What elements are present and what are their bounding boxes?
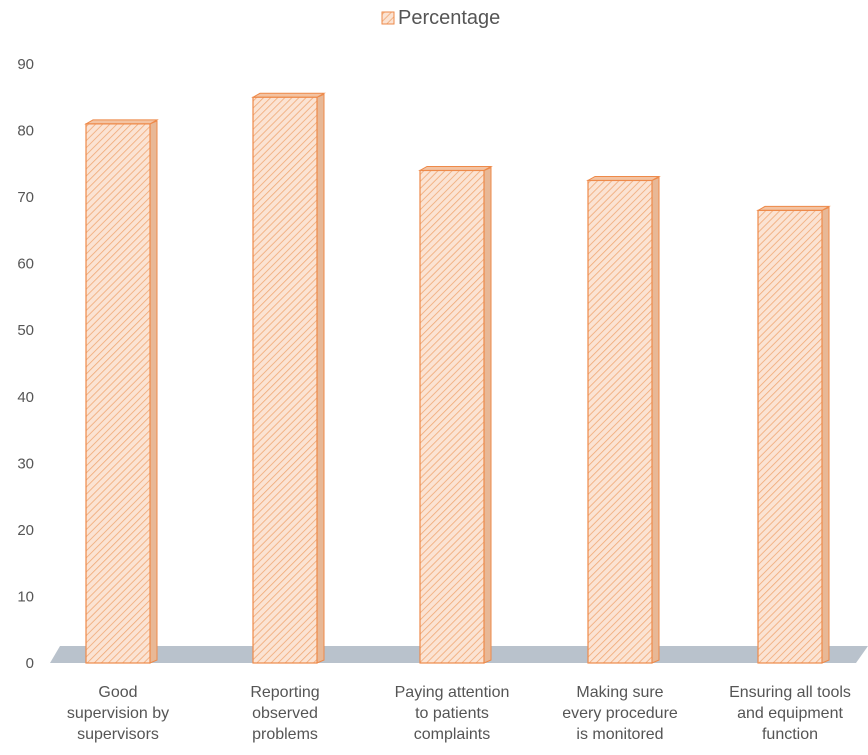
x-axis: Good supervision by supervisors Reporting ob… (67, 684, 851, 743)
y-axis: 0 10 20 30 40 50 60 70 80 90 (17, 56, 34, 672)
bar-front (757, 209, 823, 664)
y-tick-label: 20 (17, 522, 34, 539)
bar (756, 205, 831, 664)
bar-side (149, 120, 158, 664)
bar-side (821, 206, 830, 664)
x-category-label: Reporting observed problems (250, 684, 319, 743)
bar-front (252, 96, 318, 664)
x-category-label: Paying attention to patients complaints (395, 684, 510, 743)
y-tick-label: 50 (17, 322, 34, 339)
bar-front (419, 169, 485, 664)
bars (84, 92, 831, 664)
bar (418, 165, 493, 664)
legend-swatch (381, 11, 395, 25)
bar-front (85, 123, 151, 664)
x-category-label: Making sure every procedure is monitored (562, 684, 678, 743)
x-category-label: Good supervision by supervisors (67, 684, 169, 743)
x-category-label: Ensuring all tools and equipment function (729, 684, 851, 743)
y-tick-label: 40 (17, 389, 34, 406)
y-tick-label: 10 (17, 588, 34, 605)
y-tick-label: 80 (17, 123, 34, 140)
bar-side (316, 93, 325, 664)
bar (586, 175, 661, 664)
y-tick-label: 70 (17, 189, 34, 206)
bar-side (483, 166, 492, 664)
legend: Percentage (381, 7, 500, 29)
legend-label: Percentage (398, 7, 500, 29)
bar-side (651, 176, 660, 664)
bar-front (587, 179, 653, 664)
y-tick-label: 90 (17, 56, 34, 73)
bar (251, 92, 326, 664)
y-tick-label: 30 (17, 455, 34, 472)
bar (84, 119, 159, 664)
y-tick-label: 60 (17, 256, 34, 273)
y-tick-label: 0 (26, 655, 34, 672)
